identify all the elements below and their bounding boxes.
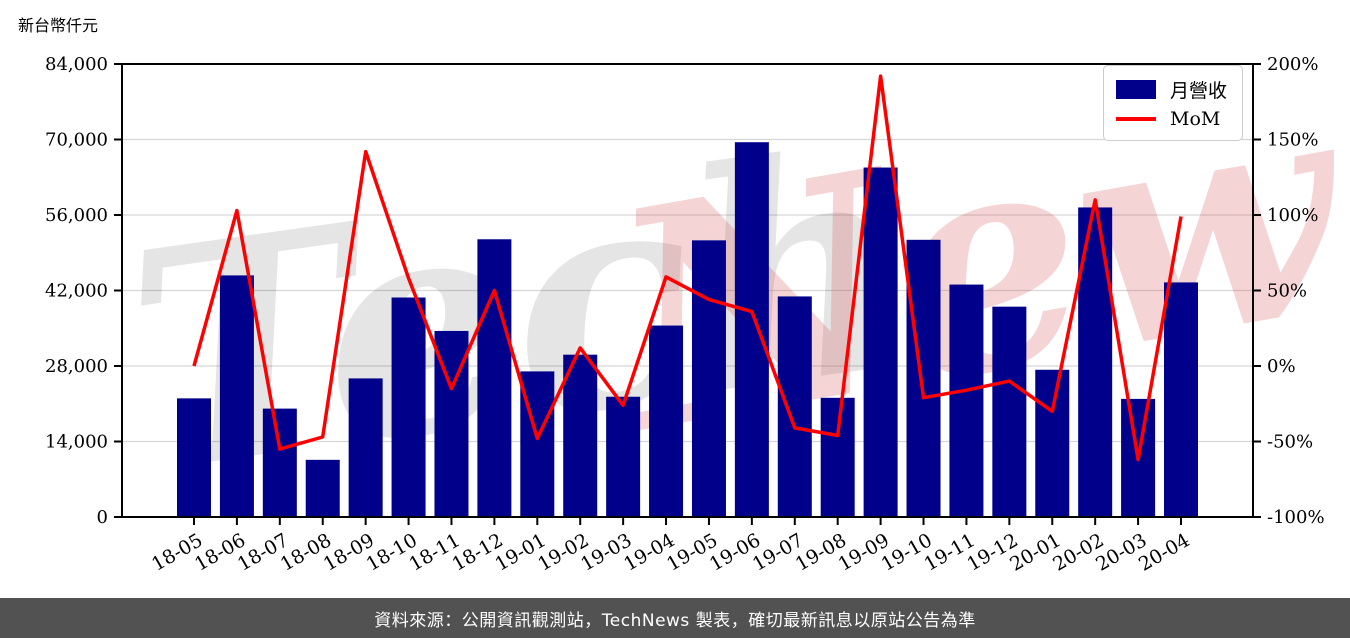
revenue-bar-18-05 (177, 398, 211, 517)
left-tick-label: 42,000 (45, 281, 108, 302)
right-tick-label: 0% (1267, 356, 1296, 377)
right-tick-label: 200% (1267, 54, 1318, 75)
source-bar: 資料來源：公開資訊觀測站，TechNews 製表，確切最新訊息以原站公告為準 (0, 598, 1350, 638)
left-tick-label: 28,000 (45, 356, 108, 377)
revenue-bar-18-06 (219, 275, 254, 517)
revenue-bar-19-04 (649, 325, 684, 517)
legend-item-revenue: 月營收 (1116, 76, 1232, 102)
revenue-bar-18-10 (391, 297, 426, 517)
x-tick-label: 20-04 (1135, 529, 1193, 575)
revenue-bar-19-11 (949, 284, 984, 517)
right-tick-label: 100% (1267, 205, 1318, 226)
right-tick-label: -100% (1267, 507, 1325, 528)
revenue-bar-18-08 (305, 459, 340, 517)
left-tick-label: 56,000 (45, 205, 108, 226)
left-tick-label: 14,000 (45, 432, 108, 453)
revenue-bar-18-12 (477, 239, 512, 517)
revenue-bar-19-08 (820, 397, 855, 517)
revenue-swatch-icon (1116, 79, 1156, 99)
legend-label-mom: MoM (1170, 108, 1221, 130)
right-tick-label: -50% (1267, 432, 1313, 453)
legend-label-revenue: 月營收 (1170, 79, 1228, 102)
revenue-bar-18-07 (262, 408, 297, 517)
left-tick-label: 0 (97, 507, 108, 528)
revenue-bar-20-04 (1164, 282, 1198, 517)
revenue-bar-19-07 (777, 296, 812, 517)
revenue-bar-19-09 (863, 167, 898, 518)
revenue-bar-20-01 (1035, 369, 1070, 517)
right-tick-label: 150% (1267, 130, 1318, 151)
left-axis-unit-label: 新台幣仟元 (18, 16, 99, 35)
right-tick-label: 50% (1267, 281, 1307, 302)
revenue-bar-19-05 (691, 240, 726, 517)
mom-line-swatch-icon (1116, 117, 1156, 121)
source-text: 資料來源：公開資訊觀測站，TechNews 製表，確切最新訊息以原站公告為準 (374, 610, 976, 631)
revenue-bar-19-03 (606, 396, 641, 517)
revenue-bar-19-10 (906, 239, 941, 518)
revenue-bar-19-06 (734, 142, 769, 518)
legend: 月營收 MoM (1103, 65, 1243, 141)
left-tick-label: 84,000 (45, 54, 108, 75)
mom-line (192, 74, 1183, 462)
legend-item-mom: MoM (1116, 106, 1232, 132)
revenue-bar-19-02 (563, 354, 598, 517)
revenue-bar-19-12 (992, 306, 1027, 517)
left-tick-label: 70,000 (45, 130, 108, 151)
revenue-bar-18-09 (348, 378, 383, 517)
